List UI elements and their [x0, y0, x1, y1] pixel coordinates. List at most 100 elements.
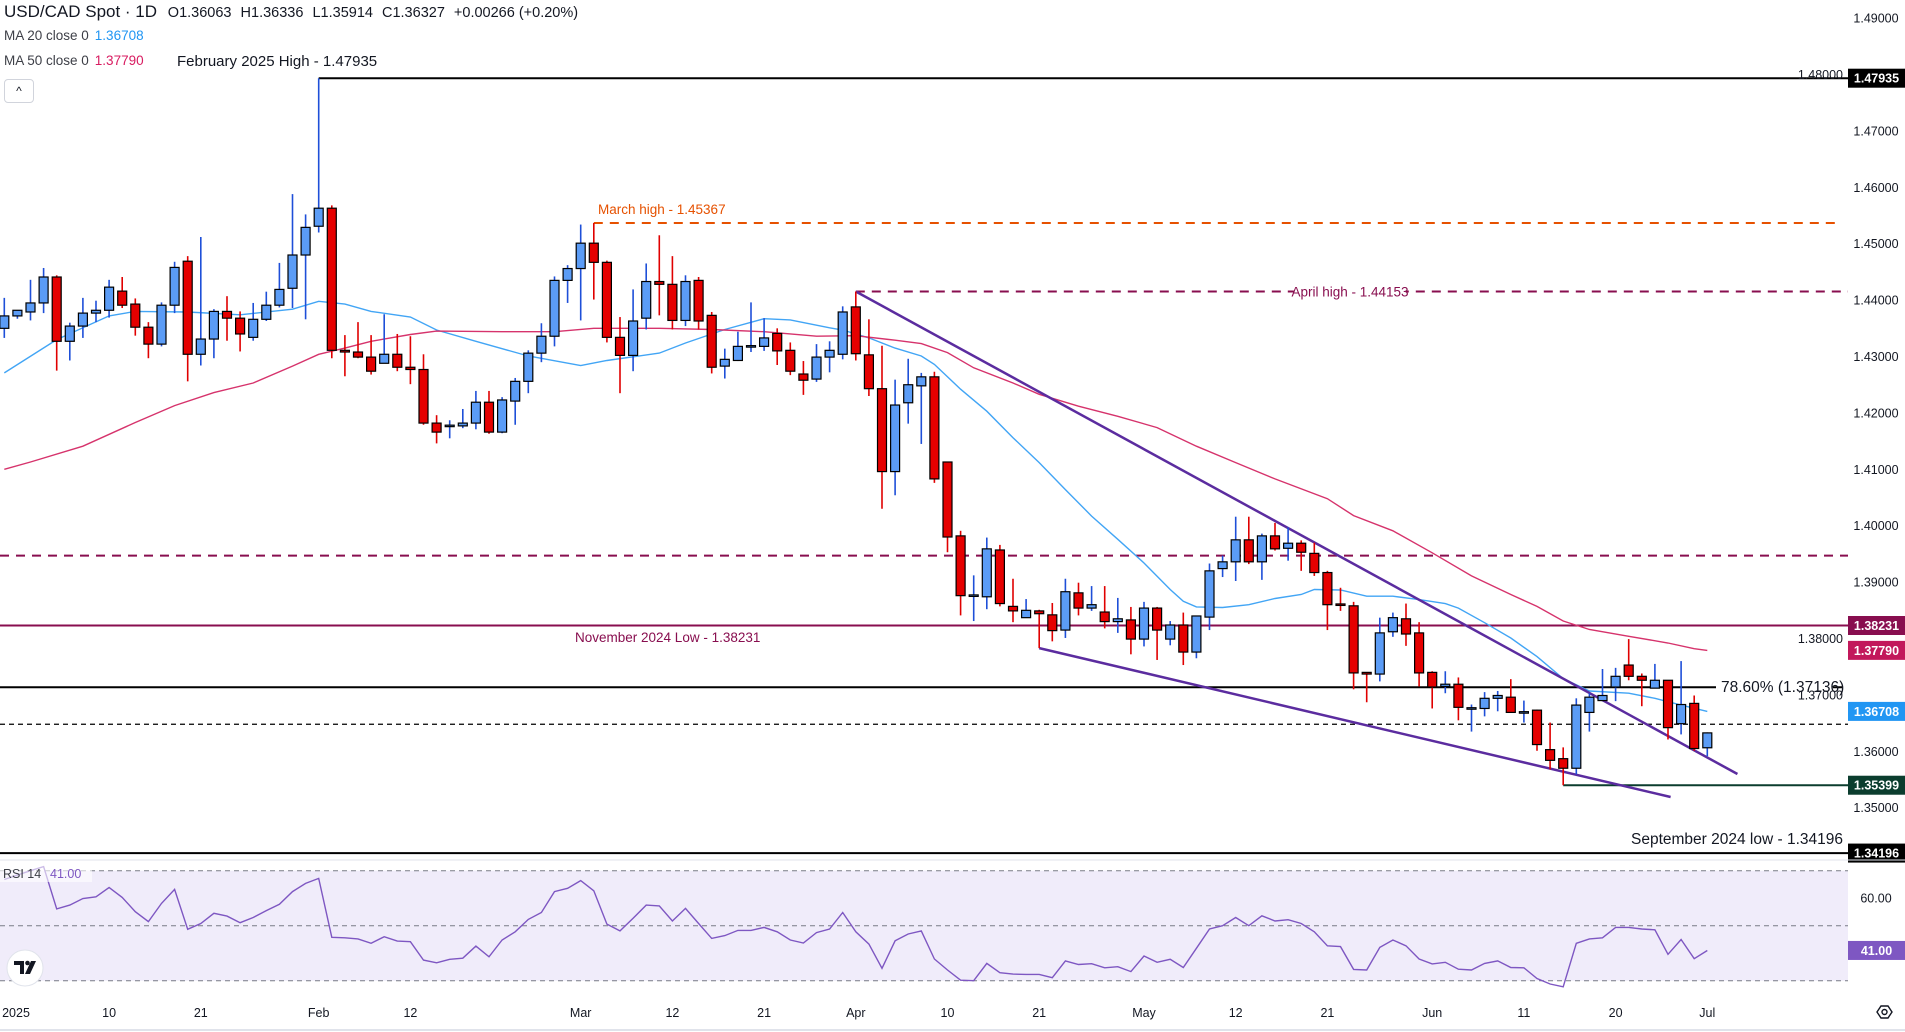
price-pane[interactable]: March high - 1.45367 April high - 1.44153…	[0, 77, 1848, 855]
candle[interactable]	[627, 289, 639, 372]
candle[interactable]	[1099, 586, 1110, 629]
candle[interactable]	[1243, 516, 1254, 565]
candle[interactable]	[1165, 621, 1176, 646]
candle[interactable]	[143, 322, 154, 359]
candle[interactable]	[745, 302, 757, 353]
candle[interactable]	[1675, 661, 1687, 735]
ma20-line[interactable]	[3, 300, 1708, 713]
candle[interactable]	[772, 328, 783, 365]
candle[interactable]	[287, 194, 298, 309]
candle[interactable]	[300, 214, 311, 320]
candle[interactable]	[863, 319, 875, 397]
candle[interactable]	[12, 309, 23, 319]
candle[interactable]	[352, 322, 364, 359]
candle[interactable]	[876, 345, 888, 509]
candle[interactable]	[1571, 698, 1582, 775]
candle[interactable]	[549, 276, 560, 347]
candle[interactable]	[1217, 555, 1228, 578]
candle[interactable]	[261, 291, 272, 321]
candle[interactable]	[654, 235, 665, 316]
candle[interactable]	[1597, 668, 1608, 702]
candle[interactable]	[1178, 612, 1189, 666]
candle[interactable]	[942, 461, 953, 553]
symbol-title[interactable]: USD/CAD Spot · 1D	[4, 2, 158, 21]
candle[interactable]	[457, 408, 468, 429]
candle[interactable]	[1034, 609, 1045, 649]
candle[interactable]	[968, 575, 979, 622]
candle[interactable]	[339, 335, 350, 377]
candle[interactable]	[1544, 722, 1556, 770]
settings-icon[interactable]	[1876, 1005, 1893, 1019]
candle[interactable]	[182, 256, 193, 382]
rsi-pane[interactable]	[0, 865, 1848, 988]
candle[interactable]	[156, 302, 167, 347]
candle[interactable]	[837, 306, 848, 360]
candle[interactable]	[1623, 639, 1634, 681]
candle[interactable]	[1610, 667, 1621, 702]
candle[interactable]	[1086, 586, 1097, 611]
candle[interactable]	[1296, 540, 1307, 571]
candle[interactable]	[1361, 671, 1372, 703]
candle[interactable]	[221, 296, 233, 341]
candle[interactable]	[248, 302, 259, 341]
collapse-legend-button[interactable]: ^	[4, 79, 34, 103]
candle[interactable]	[405, 336, 416, 385]
candle[interactable]	[1518, 700, 1530, 723]
candle[interactable]	[601, 260, 613, 343]
candle[interactable]	[1374, 617, 1385, 682]
candle[interactable]	[1702, 732, 1713, 757]
candle[interactable]	[850, 291, 861, 361]
ma20-legend[interactable]: MA 20 close 0 1.36708	[4, 28, 144, 43]
candle[interactable]	[90, 300, 102, 323]
candle[interactable]	[575, 224, 586, 321]
candle[interactable]	[523, 350, 534, 394]
candle[interactable]	[955, 530, 966, 616]
candle[interactable]	[1492, 690, 1503, 712]
candle[interactable]	[811, 344, 822, 382]
candle[interactable]	[1453, 677, 1464, 721]
candle[interactable]	[1440, 671, 1451, 694]
candle[interactable]	[758, 318, 770, 351]
candle[interactable]	[929, 371, 940, 483]
candle[interactable]	[1662, 679, 1674, 740]
candle[interactable]	[667, 256, 678, 330]
candle[interactable]	[1125, 606, 1137, 655]
candle[interactable]	[418, 354, 429, 425]
candle[interactable]	[103, 279, 115, 318]
candle[interactable]	[64, 322, 75, 361]
candle[interactable]	[25, 279, 36, 321]
candle[interactable]	[169, 261, 180, 314]
candle[interactable]	[903, 358, 914, 424]
candle[interactable]	[889, 379, 901, 496]
candle[interactable]	[1649, 663, 1661, 689]
candle[interactable]	[510, 377, 521, 425]
candle[interactable]	[1387, 612, 1399, 637]
candle[interactable]	[1584, 693, 1595, 732]
candle[interactable]	[0, 297, 10, 338]
candle[interactable]	[1400, 603, 1412, 646]
candle[interactable]	[614, 317, 626, 394]
ma50-line[interactable]	[4, 327, 1708, 652]
candle[interactable]	[1230, 516, 1241, 582]
candle[interactable]	[562, 265, 573, 303]
candle[interactable]	[208, 309, 219, 359]
candle[interactable]	[1020, 599, 1032, 619]
candle[interactable]	[1348, 601, 1359, 690]
lower-trendline[interactable]	[1038, 646, 1671, 799]
upper-trendline[interactable]	[855, 290, 1739, 776]
candle[interactable]	[1138, 601, 1150, 647]
candle[interactable]	[117, 277, 128, 309]
candle[interactable]	[1531, 709, 1543, 751]
candle[interactable]	[195, 236, 206, 366]
candle[interactable]	[326, 205, 337, 359]
candle[interactable]	[536, 323, 547, 363]
candle[interactable]	[1322, 570, 1333, 631]
candle[interactable]	[641, 263, 652, 330]
candle[interactable]	[274, 262, 285, 308]
candle[interactable]	[1047, 602, 1058, 642]
candle[interactable]	[693, 277, 704, 330]
candle[interactable]	[444, 420, 455, 439]
candle[interactable]	[77, 297, 89, 338]
candle[interactable]	[1413, 622, 1425, 687]
